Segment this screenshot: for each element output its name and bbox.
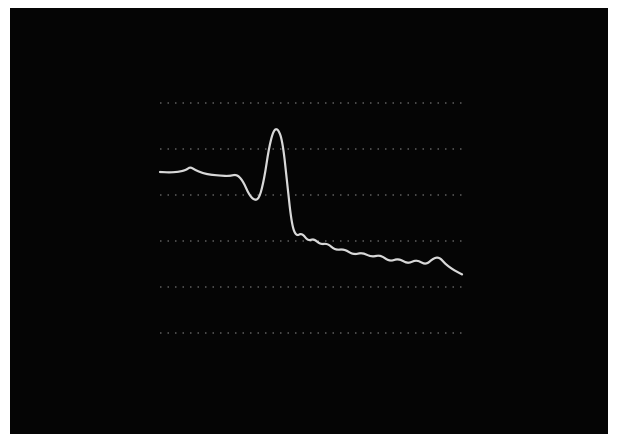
oscilloscope-screen <box>10 8 608 434</box>
graticule <box>160 102 462 334</box>
signal-trace <box>158 128 464 276</box>
